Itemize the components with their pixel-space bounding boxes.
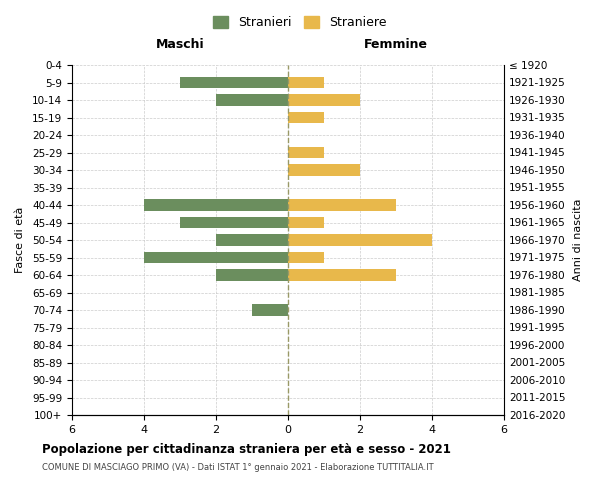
Bar [288,164,360,176]
Bar [288,147,324,158]
Bar [288,270,396,280]
Bar [288,112,324,124]
Bar [216,234,288,246]
Y-axis label: Anni di nascita: Anni di nascita [572,198,583,281]
Text: Maschi: Maschi [155,38,205,51]
Bar [288,200,396,211]
Bar [180,217,288,228]
Legend: Stranieri, Straniere: Stranieri, Straniere [208,11,392,34]
Bar [288,217,324,228]
Bar [288,77,324,88]
Bar [144,252,288,263]
Bar [216,94,288,106]
Text: COMUNE DI MASCIAGO PRIMO (VA) - Dati ISTAT 1° gennaio 2021 - Elaborazione TUTTIT: COMUNE DI MASCIAGO PRIMO (VA) - Dati IST… [42,462,434,471]
Bar [144,200,288,211]
Bar [216,270,288,280]
Bar [180,77,288,88]
Y-axis label: Fasce di età: Fasce di età [15,207,25,273]
Bar [288,94,360,106]
Bar [288,234,432,246]
Text: Popolazione per cittadinanza straniera per età e sesso - 2021: Popolazione per cittadinanza straniera p… [42,442,451,456]
Text: Femmine: Femmine [364,38,428,51]
Bar [288,252,324,263]
Bar [252,304,288,316]
